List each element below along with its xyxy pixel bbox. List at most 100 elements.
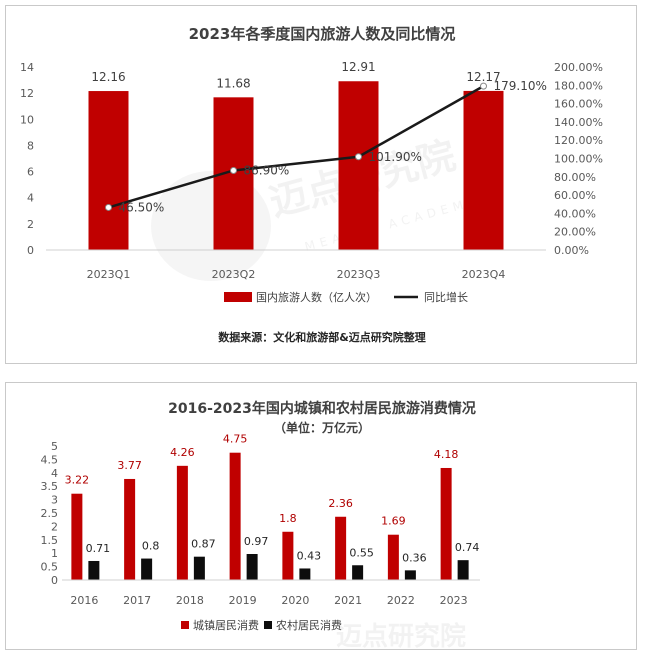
- growth-data-label: 86.90%: [244, 163, 290, 177]
- y2-axis-tick-label: 80.00%: [554, 171, 596, 184]
- x-axis-category-label: 2016: [70, 594, 98, 607]
- rural-data-label: 0.8: [142, 540, 160, 553]
- growth-point: [355, 153, 362, 161]
- data-source: 数据来源：文化和旅游部&迈点研究院整理: [218, 330, 426, 344]
- y2-axis-tick-label: 120.00%: [554, 134, 603, 147]
- rural-data-label: 0.36: [402, 551, 427, 564]
- y2-axis-tick-label: 20.00%: [554, 226, 596, 239]
- y-axis-tick-label: 12: [20, 87, 34, 100]
- y-axis-tick-label: 3.5: [41, 480, 59, 493]
- y-axis-tick-label: 0: [27, 244, 34, 257]
- y-axis-tick-label: 14: [20, 61, 34, 74]
- bar-visitors: [463, 90, 504, 250]
- y-axis-tick-label: 1: [51, 547, 58, 560]
- x-axis-category-label: 2021: [334, 594, 362, 607]
- y-axis-tick-label: 4.5: [41, 453, 59, 466]
- bar-urban: [124, 478, 136, 580]
- bar-urban: [335, 516, 347, 580]
- bar-visitors: [338, 81, 379, 250]
- x-axis-category-label: 2023Q3: [337, 268, 381, 281]
- yearly-consumption-chart-panel: 迈点研究院 2016-2023年国内城镇和农村居民旅游消费情况 （单位：万亿元）…: [5, 382, 637, 651]
- y-axis-tick-label: 1.5: [41, 534, 59, 547]
- bar-urban: [176, 465, 188, 580]
- bar-rural: [457, 560, 469, 580]
- bar-rural: [88, 560, 100, 580]
- y-axis-tick-label: 8: [27, 139, 34, 152]
- bar-data-label: 11.68: [216, 76, 250, 90]
- legend-swatch-rural: [264, 621, 272, 629]
- quarterly-chart-panel: 迈点研究院 MEADIN ACADEMY 2023年各季度国内旅游人数及同比情况…: [5, 5, 637, 364]
- y-axis-tick-label: 0.5: [41, 561, 59, 574]
- y-axis-tick-label: 10: [20, 113, 34, 126]
- bar-data-label: 12.17: [466, 70, 500, 84]
- rural-data-label: 0.97: [244, 535, 269, 548]
- bar-data-label: 12.16: [91, 70, 125, 84]
- legend-label-rural: 农村居民消费: [276, 618, 342, 632]
- legend-label-growth: 同比增长: [424, 290, 468, 304]
- legend-label-urban: 城镇居民消费: [193, 618, 259, 632]
- growth-data-label: 46.50%: [119, 200, 165, 214]
- y-axis-tick-label: 5: [51, 440, 58, 453]
- bar-urban: [440, 467, 452, 580]
- bar-urban: [387, 534, 399, 580]
- y-axis-tick-label: 3: [51, 494, 58, 507]
- bar-data-label: 12.91: [341, 60, 375, 74]
- urban-data-label: 2.36: [328, 497, 353, 510]
- x-axis-category-label: 2018: [176, 594, 204, 607]
- y-axis-tick-label: 2: [27, 218, 34, 231]
- chart-title: 2023年各季度国内旅游人数及同比情况: [189, 25, 456, 43]
- x-axis-category-label: 2023Q4: [462, 268, 506, 281]
- bar-rural: [141, 558, 153, 580]
- y2-axis-tick-label: 60.00%: [554, 189, 596, 202]
- urban-data-label: 3.77: [117, 459, 142, 472]
- rural-data-label: 0.71: [86, 542, 111, 555]
- bar-visitors: [88, 91, 129, 251]
- legend-label-visitors: 国内旅游人数（亿人次）: [256, 290, 377, 304]
- bar-urban: [71, 493, 83, 580]
- y2-axis-tick-label: 0.00%: [554, 244, 589, 257]
- y-axis-tick-label: 4: [27, 192, 34, 205]
- y2-axis-tick-label: 200.00%: [554, 61, 603, 74]
- x-axis-category-label: 2017: [123, 594, 151, 607]
- growth-line: [108, 85, 485, 209]
- legend: 城镇居民消费 农村居民消费: [181, 618, 342, 632]
- growth-data-label: 179.10%: [494, 79, 547, 93]
- urban-data-label: 1.8: [279, 512, 297, 525]
- rural-data-label: 0.87: [191, 538, 216, 551]
- rural-data-label: 0.43: [297, 549, 322, 562]
- bar-urban: [229, 452, 241, 580]
- legend-swatch-urban: [181, 621, 189, 629]
- rural-data-label: 0.74: [455, 541, 480, 554]
- yearly-consumption-chart: 迈点研究院 2016-2023年国内城镇和农村居民旅游消费情况 （单位：万亿元）…: [41, 400, 480, 651]
- urban-data-label: 4.75: [223, 433, 248, 446]
- y2-axis-tick-label: 140.00%: [554, 116, 603, 129]
- legend-swatch-bar: [224, 292, 252, 302]
- growth-point: [480, 82, 487, 90]
- urban-data-label: 4.18: [434, 448, 459, 461]
- chart-subtitle: （单位：万亿元）: [274, 420, 370, 435]
- y-axis-tick-label: 2.5: [41, 507, 59, 520]
- bar-rural: [193, 556, 205, 580]
- urban-data-label: 3.22: [65, 474, 90, 487]
- bar-rural: [352, 565, 364, 580]
- bar-rural: [299, 568, 311, 580]
- watermark: 迈点研究院 MEADIN ACADEMY: [151, 133, 481, 281]
- rural-data-label: 0.55: [349, 546, 374, 559]
- x-axis-category-label: 2019: [229, 594, 257, 607]
- watermark-brand: 迈点研究院: [336, 621, 466, 651]
- y-axis-tick-label: 6: [27, 166, 34, 179]
- y2-axis-tick-label: 180.00%: [554, 79, 603, 92]
- y-axis-tick-label: 2: [51, 520, 58, 533]
- y-axis-tick-label: 0: [51, 574, 58, 587]
- growth-point: [230, 166, 237, 174]
- bar-rural: [404, 570, 416, 580]
- urban-data-label: 1.69: [381, 515, 406, 528]
- quarterly-chart: 迈点研究院 MEADIN ACADEMY 2023年各季度国内旅游人数及同比情况…: [20, 25, 603, 344]
- urban-data-label: 4.26: [170, 446, 195, 459]
- y2-axis-tick-label: 160.00%: [554, 98, 603, 111]
- bar-urban: [282, 531, 294, 580]
- bar-rural: [246, 554, 258, 580]
- growth-data-label: 101.90%: [369, 150, 422, 164]
- x-axis-category-label: 2023Q1: [87, 268, 131, 281]
- legend: 国内旅游人数（亿人次） 同比增长: [224, 290, 468, 304]
